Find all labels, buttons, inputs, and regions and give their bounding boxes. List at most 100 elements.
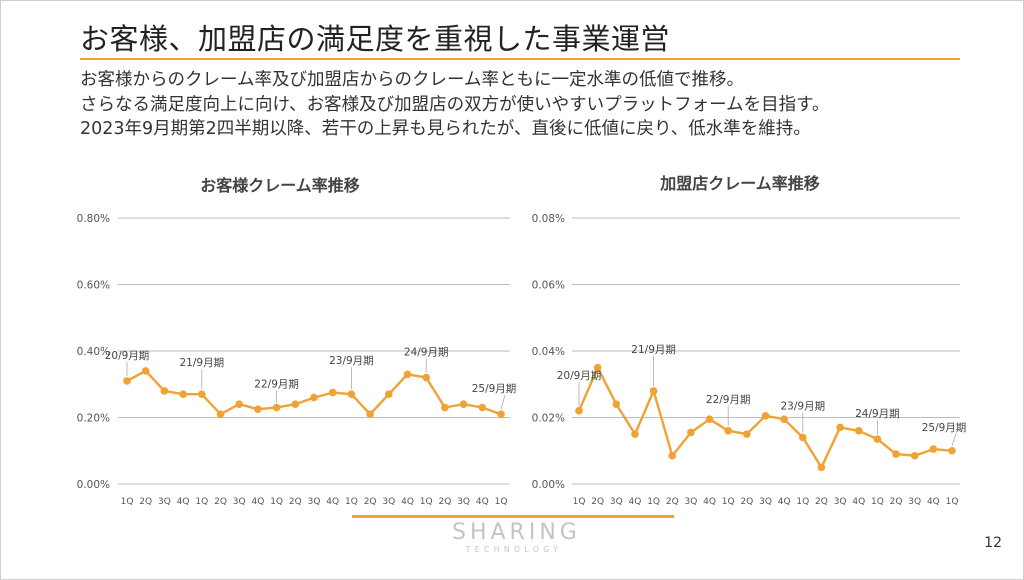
x-tick-label: 4Q (778, 497, 791, 507)
annotation-label: 21/9月期 (180, 357, 225, 369)
y-tick-label: 0.00% (532, 479, 565, 491)
data-point (198, 390, 206, 399)
x-tick-label: 3Q (308, 497, 321, 507)
data-point (799, 433, 807, 442)
page-number: 12 (984, 535, 1002, 551)
x-tick-label: 1Q (420, 497, 433, 507)
x-tick-label: 3Q (759, 497, 772, 507)
data-point (179, 390, 187, 399)
annotation-label: 23/9月期 (329, 355, 374, 367)
annotation-label: 24/9月期 (855, 408, 900, 420)
x-tick-label: 2Q (591, 497, 604, 507)
x-tick-label: 1Q (495, 497, 508, 507)
data-point (836, 423, 844, 432)
footer-rule (352, 515, 674, 518)
data-point (687, 428, 695, 437)
x-tick-label: 1Q (573, 497, 586, 507)
merchant-complaint-chart: 0.00% 0.02% 0.04% 0.06% 0.08% 1Q 2Q 3Q 4Q 1Q 2Q 3Q 4… (532, 213, 967, 507)
x-tick-label: 1Q (270, 497, 283, 507)
x-tick-label: 2Q (438, 497, 451, 507)
x-tick-label: 2Q (740, 497, 753, 507)
x-tick-label: 1Q (345, 497, 358, 507)
x-tick-label: 3Q (382, 497, 395, 507)
data-point (854, 427, 863, 435)
x-tick-label: 4Q (251, 497, 264, 507)
x-tick-label: 3Q (457, 497, 470, 507)
data-point (254, 405, 262, 413)
data-point (948, 446, 956, 455)
data-point (705, 415, 714, 423)
data-point (575, 407, 583, 415)
annotation-label: 23/9月期 (781, 400, 826, 412)
x-tick-label: 1Q (796, 497, 809, 507)
data-point (873, 435, 882, 443)
y-tick-label: 0.08% (532, 213, 565, 225)
page-title: お客様、加盟店の満足度を重視した事業運営 (80, 22, 671, 56)
annotation-label: 22/9月期 (254, 379, 299, 391)
logo-wordmark: SHARING (452, 520, 581, 545)
annotation-label: 24/9月期 (404, 347, 449, 359)
data-point (441, 403, 449, 412)
y-tick-label: 0.00% (77, 479, 110, 491)
annotation-label: 22/9月期 (706, 394, 751, 406)
x-tick-label: 4Q (177, 497, 190, 507)
y-tick-label: 0.60% (77, 280, 110, 292)
description: お客様からのクレーム率及び加盟店からのクレーム率ともに一定水準の低値で推移。 さ… (80, 68, 829, 142)
x-tick-label: 4Q (401, 497, 414, 507)
data-point (385, 390, 393, 399)
data-point (459, 400, 468, 408)
description-line: さらなる満足度向上に向け、お客様及び加盟店の双方が使いやすいプラットフォームを目… (80, 94, 830, 115)
data-point (649, 387, 658, 395)
x-tick-label: 4Q (852, 497, 865, 507)
x-tick-label: 2Q (890, 497, 903, 507)
customer-chart-title: お客様クレーム率推移 (200, 176, 360, 195)
y-tick-label: 0.80% (77, 213, 110, 225)
x-tick-label: 3Q (908, 497, 921, 507)
x-tick-label: 2Q (139, 497, 152, 507)
annotation-leader (951, 433, 957, 446)
x-tick-label: 1Q (946, 497, 959, 507)
annotation-label: 25/9月期 (472, 383, 517, 395)
y-tick-label: 0.40% (77, 346, 110, 358)
data-point (761, 412, 770, 420)
x-tick-label: 3Q (684, 497, 697, 507)
data-point (216, 410, 225, 418)
y-tick-label: 0.02% (532, 413, 565, 425)
data-point (929, 445, 938, 453)
x-tick-label: 3Q (158, 497, 171, 507)
annotation-label: 21/9月期 (631, 344, 676, 356)
data-point (347, 390, 356, 399)
title-underline (80, 58, 960, 60)
x-tick-label: 4Q (476, 497, 489, 507)
annotation-label: 20/9月期 (105, 350, 150, 362)
description-line: 2023年9月期第2四半期以降、若干の上昇も見られたが、直後に低値に戻り、低水準… (80, 119, 811, 139)
x-tick-label: 4Q (326, 497, 339, 507)
data-point (235, 400, 243, 408)
x-tick-label: 1Q (871, 497, 884, 507)
description-line: お客様からのクレーム率及び加盟店からのクレーム率ともに一定水準の低値で推移。 (80, 70, 744, 90)
data-point (817, 463, 826, 472)
x-tick-label: 2Q (666, 497, 679, 507)
data-point (780, 415, 788, 423)
data-point (593, 363, 602, 372)
annotation-leader (500, 395, 506, 410)
x-tick-label: 1Q (195, 497, 208, 507)
y-tick-label: 0.20% (77, 413, 110, 425)
annotation-label: 20/9月期 (557, 370, 602, 382)
y-tick-label: 0.06% (532, 280, 565, 292)
data-point (291, 400, 300, 408)
data-point (478, 403, 487, 412)
data-point (631, 430, 639, 438)
x-tick-label: 2Q (364, 497, 377, 507)
data-point (366, 410, 374, 418)
data-point (160, 387, 169, 395)
data-point (422, 373, 431, 382)
data-point (910, 451, 919, 460)
data-point (724, 427, 732, 435)
x-tick-label: 4Q (629, 497, 642, 507)
x-tick-label: 1Q (647, 497, 660, 507)
x-tick-label: 2Q (289, 497, 302, 507)
data-point (272, 403, 281, 412)
annotation-label: 25/9月期 (922, 422, 967, 434)
data-point (123, 377, 131, 385)
